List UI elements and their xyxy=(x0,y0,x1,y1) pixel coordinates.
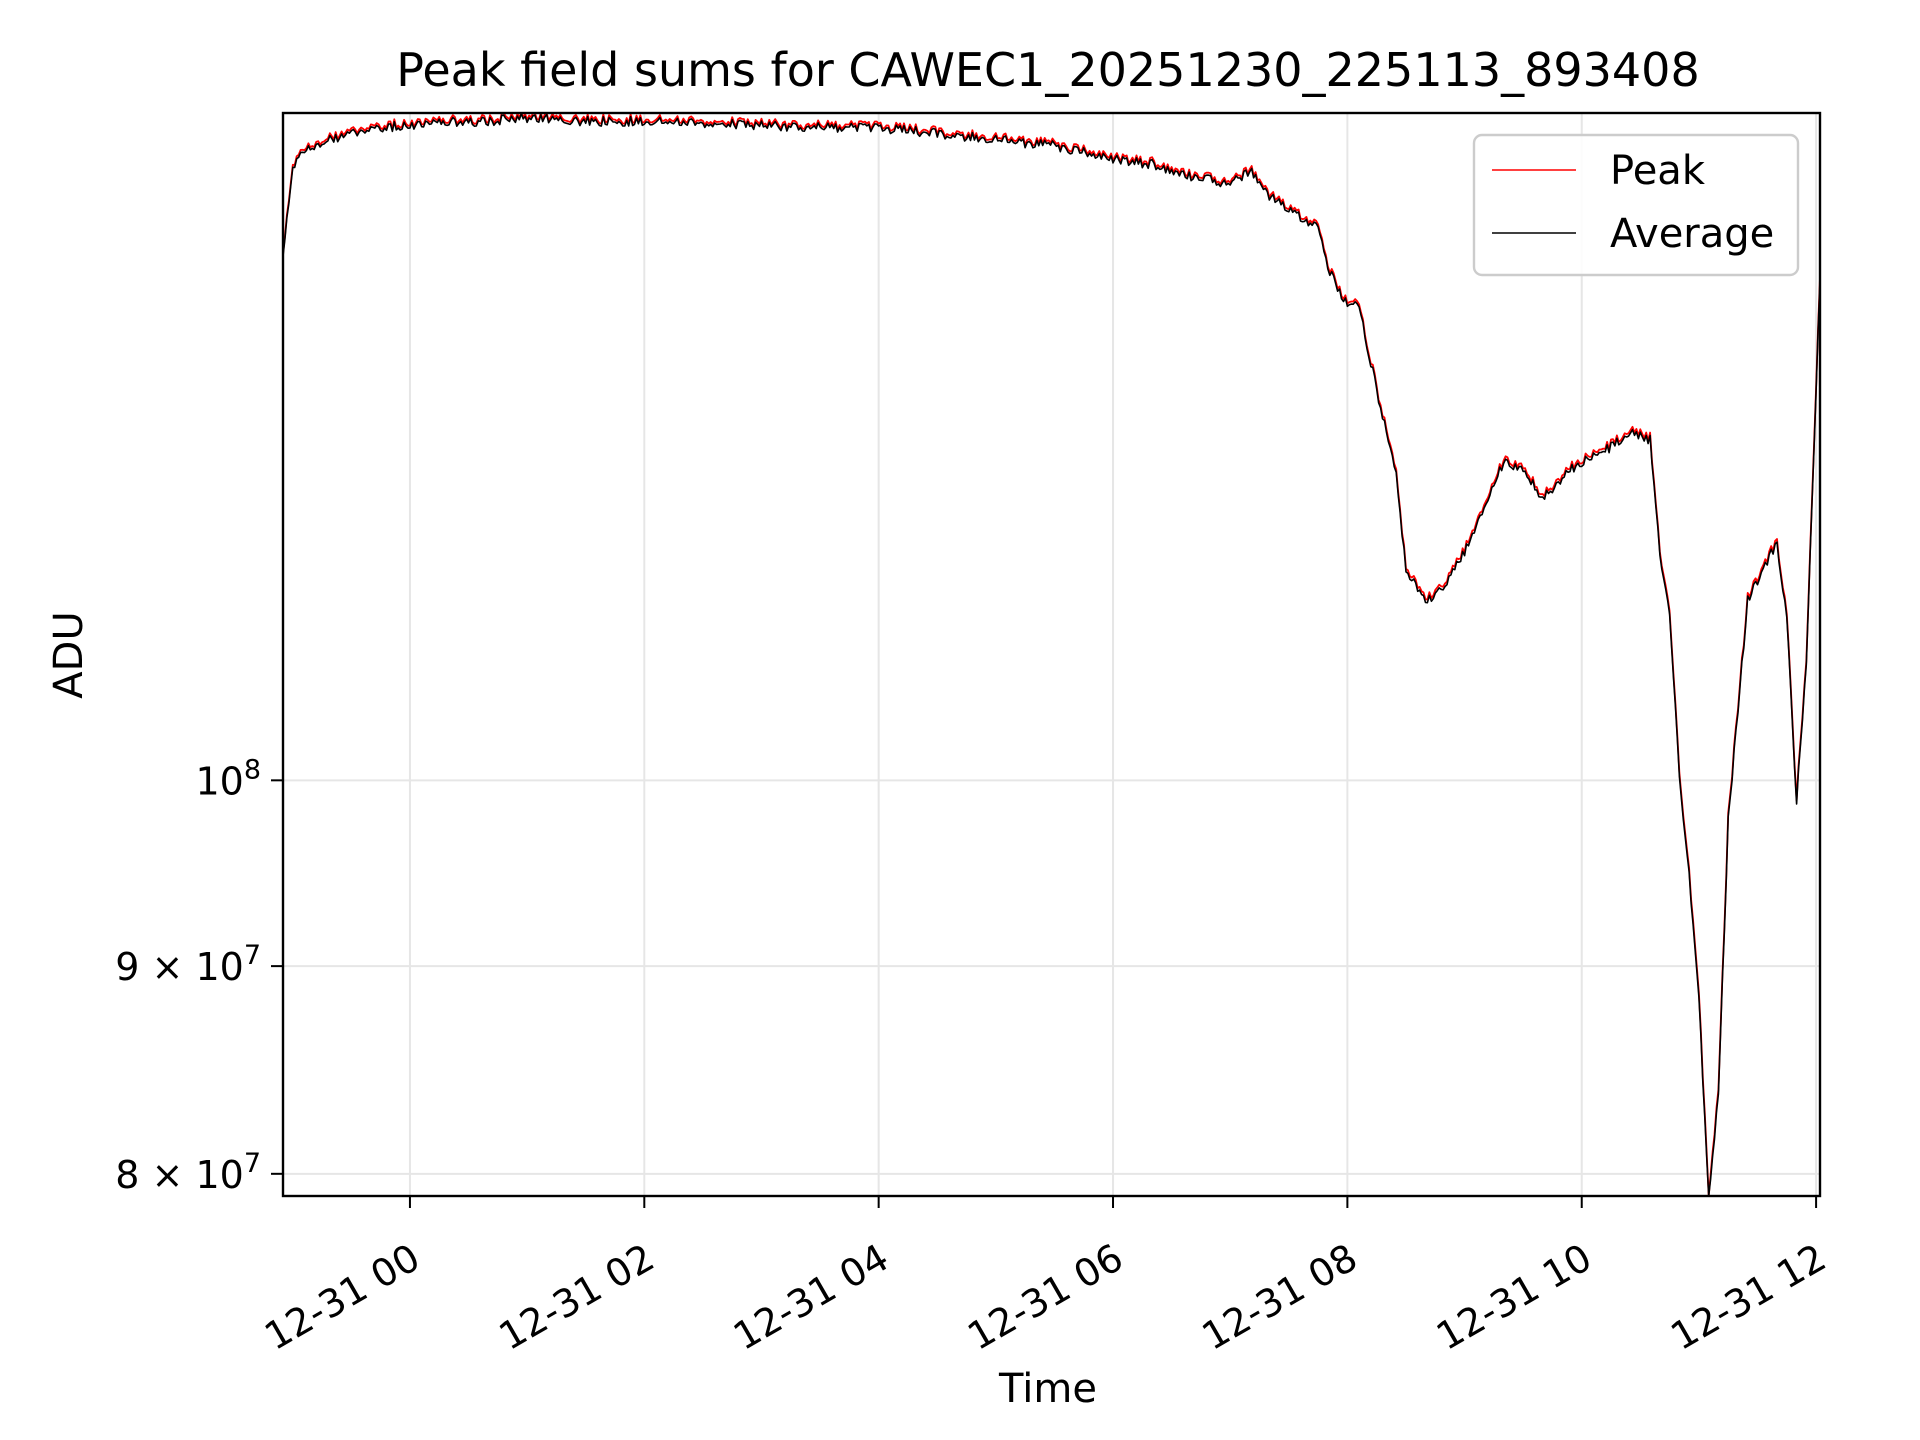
series-layer xyxy=(282,112,1821,1197)
legend: Peak Average xyxy=(1472,133,1800,277)
y-tick-label-0: 8 × 107 xyxy=(115,1148,261,1197)
plot-frame xyxy=(281,111,1822,1198)
legend-label-peak: Peak xyxy=(1610,148,1706,194)
chart-title: Peak field sums for CAWEC1_20251230_2251… xyxy=(396,43,1699,97)
x-axis-label: Time xyxy=(998,1366,1097,1412)
grid xyxy=(283,113,1820,1196)
y-axis-ticks: 8 × 107 9 × 107 108 xyxy=(115,754,283,1197)
y-axis-label: ADU xyxy=(46,611,92,698)
series-line-average xyxy=(282,112,1821,1197)
y-tick-label-1: 9 × 107 xyxy=(115,940,261,989)
y-tick-label-2: 108 xyxy=(195,754,261,803)
legend-label-average: Average xyxy=(1610,211,1774,257)
